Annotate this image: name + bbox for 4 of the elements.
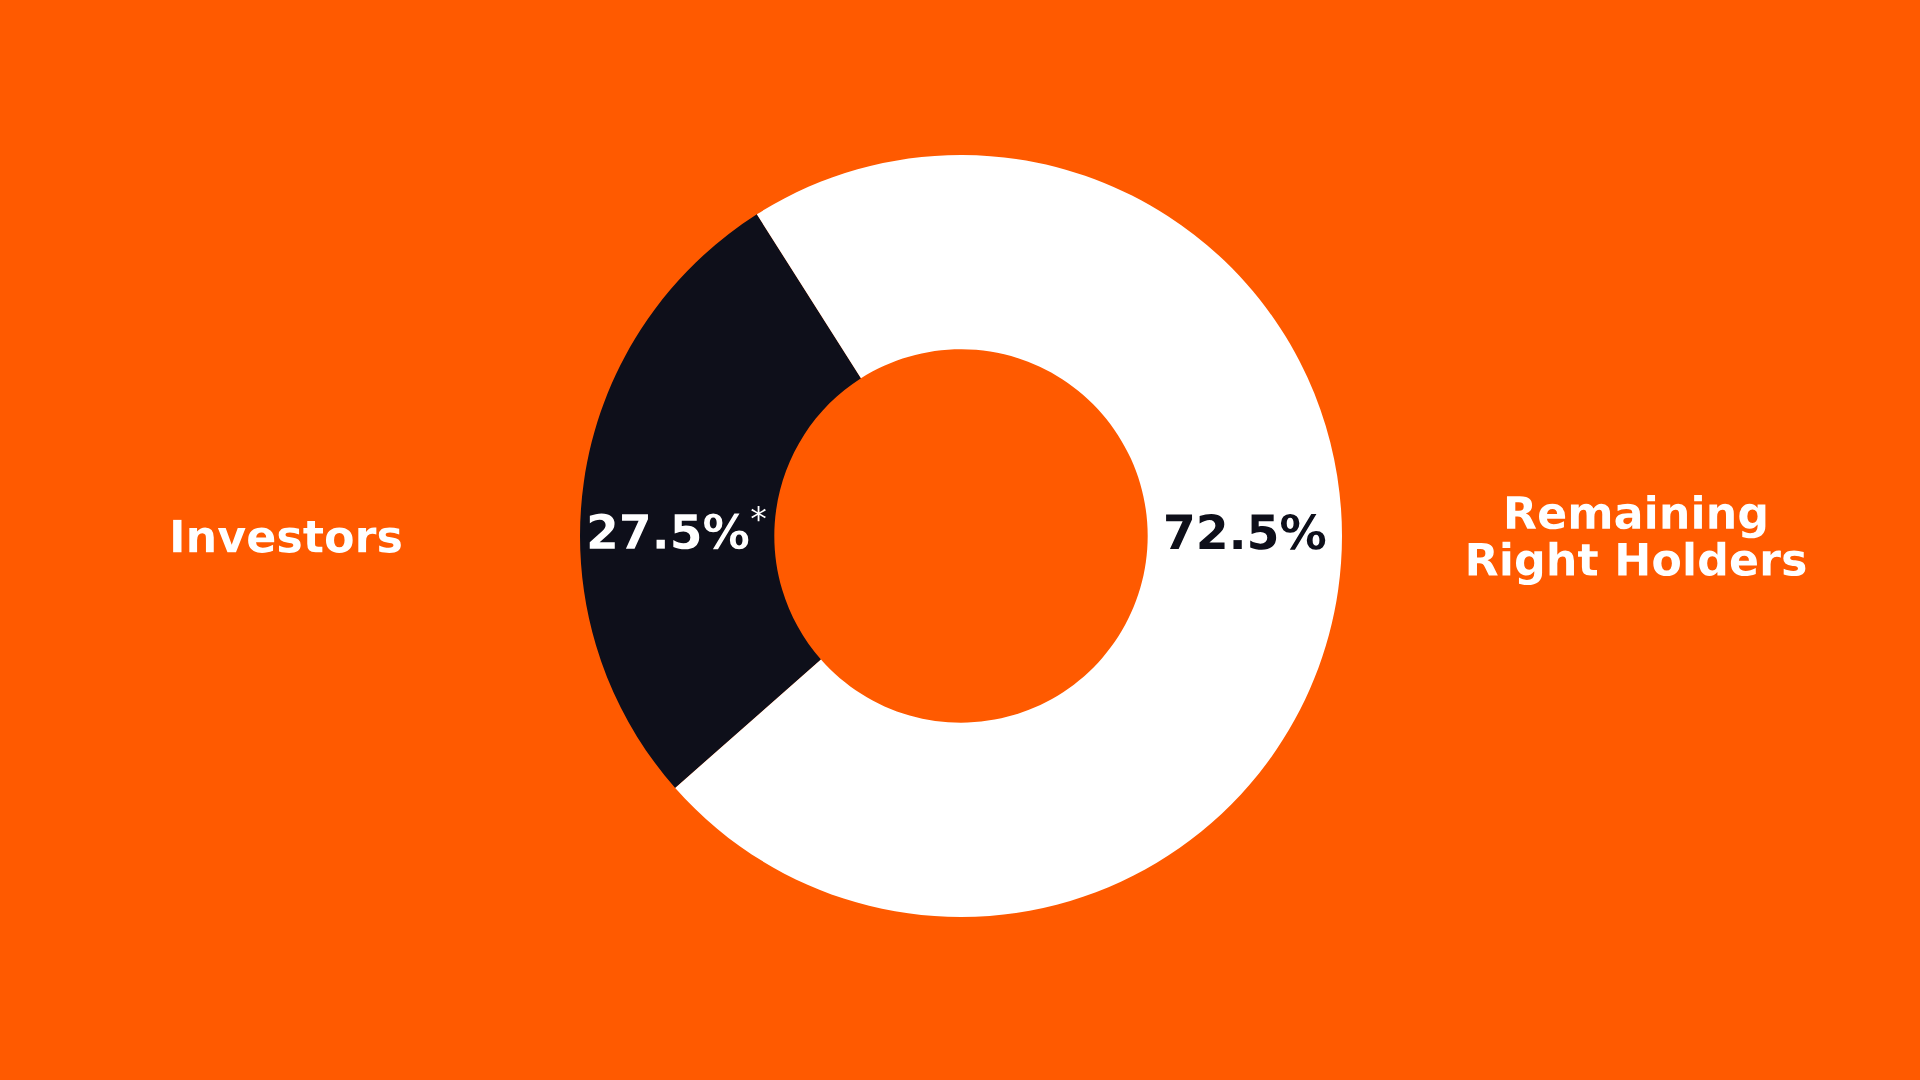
slice-label: Remaining Right Holders bbox=[1468, 494, 1806, 586]
data-label: 72.5% bbox=[1166, 513, 1326, 550]
data-label: 27.5%$^{*}$ bbox=[589, 506, 766, 550]
slice-label: Investors bbox=[173, 519, 401, 553]
